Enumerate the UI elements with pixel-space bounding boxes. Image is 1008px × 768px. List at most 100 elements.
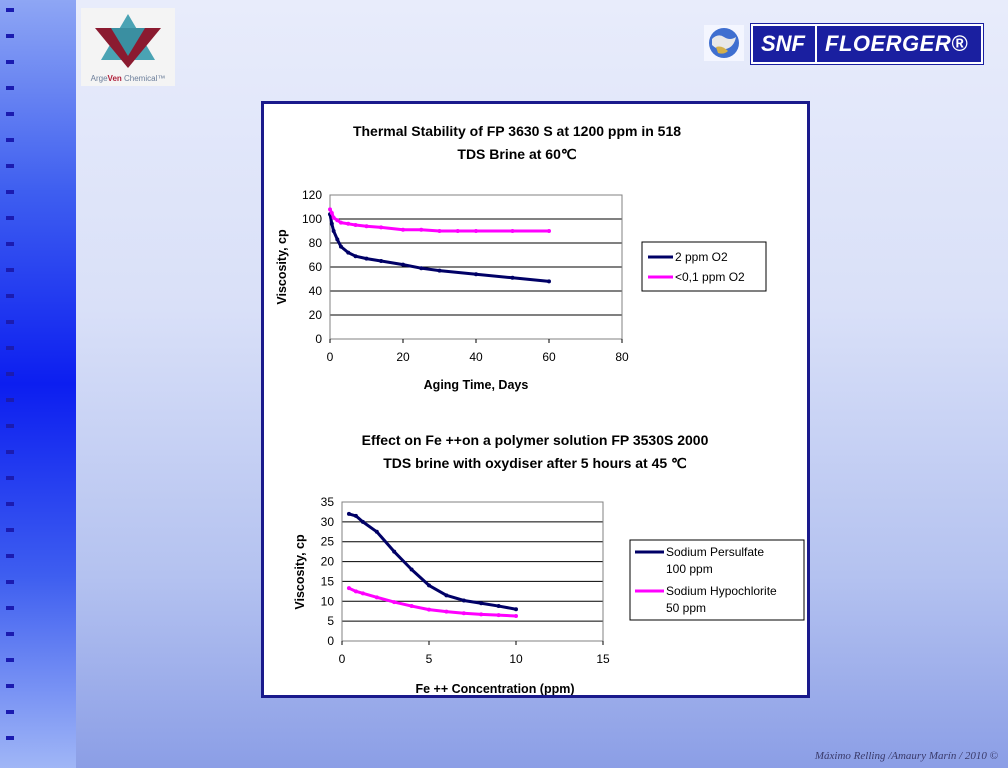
chart1-x-tick-label: 80 (615, 350, 629, 364)
chart1-series-2-point (346, 221, 351, 226)
chart1-x-ticks: 0 20 40 60 80 (327, 339, 629, 364)
chart1-x-label: Aging Time, Days (424, 378, 529, 392)
chart1-series-1-point (331, 229, 336, 233)
chart1-series-2-point (547, 229, 551, 233)
left-bar-dash (6, 86, 14, 90)
chart2-series-1-point (496, 604, 501, 609)
chart2-series-1-point (360, 519, 365, 524)
left-bar-dash (6, 606, 14, 610)
chart2-series-2-point (461, 611, 466, 616)
chart1-series-1-point (346, 250, 351, 255)
chart2-series-2-point (374, 595, 379, 600)
chart1-y-tick-label: 100 (302, 212, 322, 226)
snf-floerger-logo: SNF FLOERGER® (750, 23, 984, 65)
chart1-series-2-point (328, 207, 332, 212)
chart1-series-1-point (329, 221, 334, 226)
chart1-series-1-point (437, 268, 442, 273)
chart2-x-tick-label: 5 (426, 652, 433, 666)
chart1-y-tick-label: 40 (309, 284, 323, 298)
chart2-series (346, 511, 518, 618)
chart1-x-tick-label: 40 (469, 350, 483, 364)
chart1-series-2-point (335, 218, 340, 223)
chart2-x-tick-label: 10 (509, 652, 523, 666)
left-bar-dash (6, 8, 14, 12)
chart2-y-tick-label: 35 (321, 495, 335, 509)
chart2-plot-area (341, 501, 604, 642)
left-bar-dash (6, 632, 14, 636)
chart1-series-2-point (419, 227, 424, 232)
chart2-series-1-point (427, 583, 431, 588)
chart1-title-line2: TDS Brine at 60℃ (457, 146, 576, 162)
chart2-y-tick-label: 15 (321, 574, 335, 588)
chart1-x-tick-label: 20 (396, 350, 410, 364)
chart1-y-tick-label: 20 (309, 308, 323, 322)
chart1-series-2-point (338, 220, 343, 225)
chart2-legend-label-2a: Sodium Hypochlorite (666, 584, 777, 598)
left-bar-dash (6, 294, 14, 298)
left-bar-dash (6, 268, 14, 272)
left-bar-dash (6, 138, 14, 142)
left-bar-dash (6, 424, 14, 428)
chart2-y-tick-label: 0 (327, 634, 334, 648)
chart1-series-2-point (364, 224, 369, 229)
left-bar-dash (6, 320, 14, 324)
chart2-series-2-point (496, 613, 501, 618)
chart2-series-1-point (374, 529, 379, 534)
chart2-series-1-point (479, 601, 484, 606)
left-bar-dash (6, 684, 14, 688)
chart2-series-2-point (409, 604, 414, 609)
chart2-title-line2: TDS brine with oxydiser after 5 hours at… (383, 455, 687, 471)
chart2-series-1-point (346, 511, 351, 516)
left-bar-dash (6, 502, 14, 506)
chart2-series-2-point (392, 600, 397, 605)
chart2-series-2-point (479, 612, 484, 617)
chart2-series-2-point (427, 607, 431, 612)
chart1-series-1-point (474, 272, 478, 277)
chart2-y-ticks: 0 5 10 15 20 25 30 35 (321, 495, 335, 648)
chart1-legend (641, 241, 767, 292)
left-bar-dash (6, 710, 14, 714)
chart2-series-2-point (353, 589, 358, 594)
chart1-legend-label-1: 2 ppm O2 (675, 250, 728, 264)
left-bar-dash (6, 736, 14, 740)
left-bar-dash (6, 60, 14, 64)
globe-icon (704, 25, 744, 61)
chart1-series-2-line (328, 208, 549, 233)
chart2-series-1-point (514, 607, 518, 612)
chart1-series-2-point (455, 229, 460, 233)
chart2-series-2-point (444, 609, 449, 614)
chart1-series-2-point (437, 229, 442, 233)
chart1-series-1-point (547, 279, 551, 284)
chart1-series-1-point (419, 266, 424, 271)
chart1-series-2-point (329, 211, 334, 215)
chart2-series-2-line (348, 586, 517, 618)
charts-svg: Thermal Stability of FP 3630 S at 1200 p… (275, 123, 805, 695)
left-bar-dash (6, 398, 14, 402)
chart2-gridlines (342, 501, 603, 642)
left-bar-dash (6, 346, 14, 350)
chart1-x-tick-label: 0 (327, 350, 334, 364)
left-bar-dash (6, 580, 14, 584)
chart1-series-1-point (379, 259, 384, 263)
chart2-series-1-point (444, 593, 449, 598)
chart2-y-tick-label: 25 (321, 535, 335, 549)
chart1-series-1-point (335, 237, 340, 242)
logo-separator (815, 26, 817, 62)
chart1-x-tick-label: 60 (542, 350, 556, 364)
left-bar-dash (6, 164, 14, 168)
left-bar-dash (6, 450, 14, 454)
chart1-series-2-point (353, 223, 358, 227)
chart1-legend-label-2: <0,1 ppm O2 (675, 270, 745, 284)
chart1-title-line1: Thermal Stability of FP 3630 S at 1200 p… (353, 123, 681, 139)
chart2-y-tick-label: 30 (321, 515, 335, 529)
chart1-series-1-point (401, 262, 405, 267)
left-bar-dash (6, 216, 14, 220)
chart2-series-1-point (461, 598, 466, 603)
left-bar-dash (6, 112, 14, 116)
chart1-series (328, 207, 551, 284)
chart2-y-label: Viscosity, cp (293, 534, 307, 610)
left-bar-dash (6, 372, 14, 376)
chart1-series-2-point (474, 229, 478, 233)
chart1-series-2-point (510, 229, 515, 233)
chart1-y-ticks: 0 20 40 60 80 100 120 (302, 188, 322, 346)
